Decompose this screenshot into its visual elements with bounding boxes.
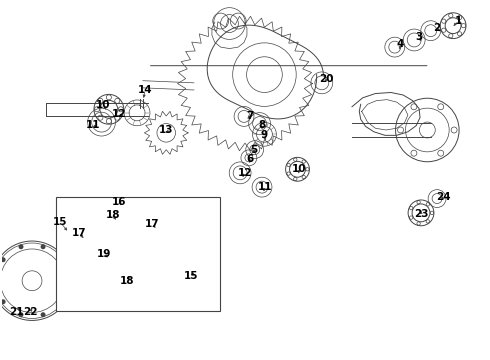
Text: 16: 16 [112,197,127,207]
Circle shape [0,257,5,262]
Text: 18: 18 [120,276,135,286]
Text: 4: 4 [397,39,404,49]
Text: 14: 14 [138,85,153,95]
Text: 19: 19 [97,249,111,259]
Text: 7: 7 [246,111,253,121]
Text: 6: 6 [246,154,253,163]
Circle shape [58,257,63,262]
Text: 24: 24 [436,192,451,202]
Circle shape [19,312,24,317]
Text: 13: 13 [159,125,173,135]
Text: 5: 5 [250,145,257,155]
Text: 15: 15 [53,217,68,227]
Text: 18: 18 [105,210,120,220]
Text: 20: 20 [319,74,334,84]
Text: 12: 12 [111,109,126,119]
Text: 10: 10 [292,164,307,174]
Text: 22: 22 [23,307,37,317]
Circle shape [41,312,46,317]
Text: 8: 8 [258,120,266,130]
Circle shape [58,299,63,304]
Bar [56,197,220,311]
Circle shape [19,244,24,249]
Text: 2: 2 [434,23,441,33]
Text: 1: 1 [454,16,462,26]
Text: 3: 3 [416,32,423,42]
Text: 23: 23 [414,209,428,219]
Text: 11: 11 [86,120,100,130]
Text: 17: 17 [72,228,86,238]
Circle shape [41,244,46,249]
Text: 10: 10 [96,100,110,110]
Text: 12: 12 [238,168,252,178]
Circle shape [0,299,5,304]
Text: 15: 15 [184,271,199,282]
Text: 9: 9 [261,130,268,140]
Text: 11: 11 [258,182,272,192]
Text: 17: 17 [145,219,159,229]
Circle shape [65,278,70,283]
Text: 21: 21 [9,307,24,317]
